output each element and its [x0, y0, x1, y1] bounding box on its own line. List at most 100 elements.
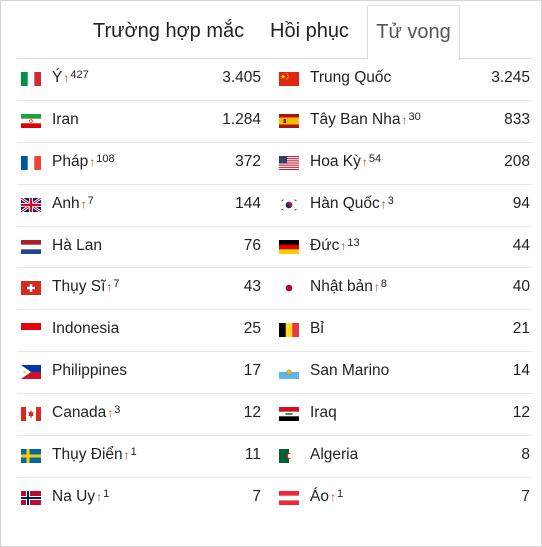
country-entry[interactable]: Canada↑3 12 — [17, 394, 267, 436]
tab-bar: Trường hợp mắc Hồi phục Tử vong — [17, 5, 532, 60]
italy-flag-icon — [21, 72, 41, 86]
switzerland-flag-icon — [21, 281, 41, 296]
daily-increase: 13 — [347, 236, 360, 249]
death-count: 3.405 — [222, 69, 261, 86]
country-entry[interactable]: Nhật bản↑8 40 — [275, 268, 532, 310]
death-count: 833 — [504, 110, 530, 128]
country-name: Canada↑3 — [52, 404, 121, 422]
country-name: San Marino — [310, 362, 390, 380]
death-count: 17 — [243, 362, 261, 380]
country-name: Trung Quốc — [310, 69, 392, 86]
daily-increase: 427 — [70, 69, 89, 81]
country-entry[interactable]: Hà Lan 76 — [17, 227, 267, 269]
death-count: 372 — [235, 152, 261, 170]
country-entry[interactable]: Algeria 8 — [275, 436, 532, 478]
country-entry[interactable]: Thụy Điển↑1 11 — [17, 436, 267, 478]
country-name: Bỉ — [310, 320, 324, 338]
country-entry[interactable]: Trung Quốc 3.245 — [275, 59, 532, 101]
south-korea-flag-icon — [279, 197, 299, 212]
tab-recovered[interactable]: Hồi phục — [270, 20, 349, 42]
china-flag-icon — [279, 72, 299, 86]
philippines-flag-icon — [21, 365, 41, 380]
increase-arrow-icon: ↑ — [123, 448, 130, 463]
spain-flag-icon — [279, 113, 299, 128]
country-entry[interactable]: San Marino 14 — [275, 352, 532, 394]
daily-increase: 1 — [130, 446, 137, 459]
table-row: Thụy Sĩ↑7 43 Nhật bản↑8 40 — [17, 268, 532, 311]
country-name: Pháp↑108 — [52, 152, 115, 170]
death-count: 94 — [512, 194, 530, 212]
country-name: Hoa Kỳ↑54 — [310, 152, 382, 170]
increase-arrow-icon: ↑ — [107, 406, 114, 421]
increase-arrow-icon: ↑ — [89, 154, 96, 169]
table-row: Pháp↑108 372 Hoa Kỳ↑54 208 — [17, 143, 532, 185]
country-name: Algeria — [310, 446, 359, 464]
death-count: 1.284 — [222, 110, 261, 128]
country-name: Indonesia — [52, 320, 120, 338]
country-entry[interactable]: Đức↑13 44 — [275, 227, 532, 269]
country-name: Ý↑427 — [52, 69, 89, 86]
increase-arrow-icon: ↑ — [63, 71, 70, 85]
country-name: Tây Ban Nha↑30 — [310, 110, 421, 128]
country-entry[interactable]: Ý↑427 3.405 — [17, 59, 267, 101]
table-row: Hà Lan 76 Đức↑13 44 — [17, 227, 532, 269]
country-entry[interactable]: Hoa Kỳ↑54 208 — [275, 143, 532, 185]
death-count: 12 — [512, 404, 530, 422]
death-count: 21 — [512, 320, 530, 338]
table-row: Indonesia 25 Bỉ 21 — [17, 310, 532, 353]
san-marino-flag-icon — [279, 365, 299, 380]
country-entry[interactable]: Bỉ 21 — [275, 310, 532, 352]
usa-flag-icon — [279, 155, 299, 170]
table-row: Thụy Điển↑1 11 Algeria 8 — [17, 436, 532, 478]
sweden-flag-icon — [21, 449, 41, 464]
death-count: 8 — [521, 446, 530, 464]
japan-flag-icon — [279, 281, 299, 296]
tab-deaths[interactable]: Tử vong — [367, 5, 460, 60]
country-entry[interactable]: Anh↑7 144 — [17, 185, 267, 227]
country-name: Hà Lan — [52, 236, 102, 254]
table-row: Iran 1.284 Tây Ban Nha↑30 833 — [17, 101, 532, 143]
increase-arrow-icon: ↑ — [380, 196, 387, 211]
table-row: Canada↑3 12 Iraq 12 — [17, 394, 532, 437]
norway-flag-icon — [21, 490, 41, 505]
iraq-flag-icon — [279, 407, 299, 422]
country-entry[interactable]: Philippines 17 — [17, 352, 267, 394]
increase-arrow-icon: ↑ — [329, 489, 336, 504]
country-entry[interactable]: Pháp↑108 372 — [17, 143, 267, 185]
algeria-flag-icon — [279, 449, 299, 464]
country-entry[interactable]: Iraq 12 — [275, 394, 532, 436]
table-row: Na Uy↑1 7 Áo↑1 7 — [17, 478, 532, 520]
daily-increase: 3 — [387, 194, 394, 207]
death-count: 7 — [521, 487, 530, 505]
country-entry[interactable]: Iran 1.284 — [17, 101, 267, 143]
country-name: Philippines — [52, 362, 127, 380]
table-row: Philippines 17 San Marino 14 — [17, 352, 532, 395]
belgium-flag-icon — [279, 323, 299, 338]
country-entry[interactable]: Hàn Quốc↑3 94 — [275, 185, 532, 227]
death-count: 12 — [243, 404, 261, 422]
death-count: 7 — [252, 487, 261, 505]
indonesia-flag-icon — [21, 323, 41, 338]
country-name: Thụy Sĩ↑7 — [52, 278, 120, 296]
country-name: Áo↑1 — [310, 487, 344, 505]
country-entry[interactable]: Thụy Sĩ↑7 43 — [17, 268, 267, 310]
death-count: 3.245 — [491, 69, 530, 86]
country-name: Iran — [52, 110, 79, 128]
country-entry[interactable]: Áo↑1 7 — [275, 478, 532, 520]
daily-increase: 7 — [113, 278, 120, 291]
tab-cases[interactable]: Trường hợp mắc — [93, 20, 245, 42]
daily-increase: 7 — [87, 194, 94, 207]
country-name: Anh↑7 — [52, 194, 94, 212]
country-entry[interactable]: Na Uy↑1 7 — [17, 478, 267, 520]
country-entry[interactable]: Tây Ban Nha↑30 833 — [275, 101, 532, 143]
death-count: 76 — [243, 236, 261, 254]
daily-increase: 3 — [114, 404, 121, 417]
country-entry[interactable]: Indonesia 25 — [17, 310, 267, 352]
country-name: Na Uy↑1 — [52, 487, 110, 505]
table-row: Ý↑427 3.405 Trung Quốc 3.245 — [17, 59, 532, 101]
country-name: Nhật bản↑8 — [310, 278, 388, 296]
increase-arrow-icon: ↑ — [361, 154, 368, 169]
table-row: Anh↑7 144 Hàn Quốc↑3 94 — [17, 185, 532, 227]
death-count: 14 — [512, 362, 530, 380]
